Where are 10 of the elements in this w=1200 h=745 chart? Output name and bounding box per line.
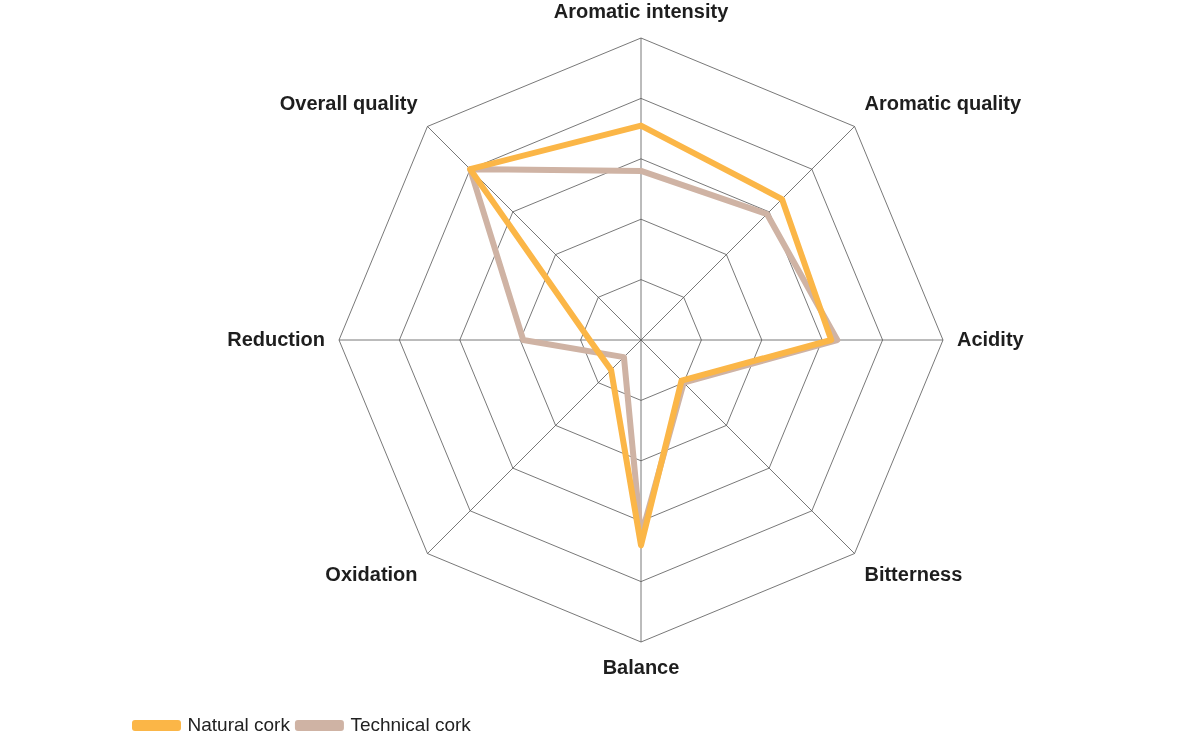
spoke-label: Aromatic intensity: [553, 0, 730, 22]
legend-label: Technical cork: [350, 713, 472, 735]
spoke-label: Bitterness: [864, 562, 963, 585]
legend-label: Natural cork: [187, 713, 291, 735]
spoke-label: Aromatic quality: [864, 92, 1023, 115]
spoke-label: Reduction: [227, 327, 325, 350]
spoke-label: Overall quality: [279, 92, 419, 115]
spoke-label: Oxidation: [325, 562, 418, 585]
spoke-label: Acidity: [957, 327, 1025, 350]
spoke-label: Balance: [602, 655, 680, 678]
